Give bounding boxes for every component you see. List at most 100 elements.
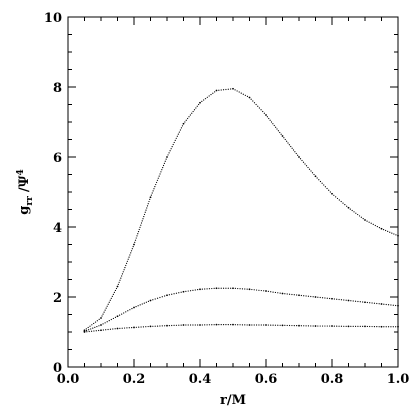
data-dot <box>338 325 340 327</box>
data-dot <box>180 324 182 326</box>
data-dot <box>189 290 192 292</box>
data-dot <box>284 138 286 141</box>
data-dot <box>191 112 193 114</box>
data-dot <box>145 209 147 211</box>
data-dot <box>104 309 106 311</box>
data-dot <box>152 190 154 192</box>
data-dot <box>93 330 95 332</box>
data-dot <box>123 312 125 314</box>
data-dot <box>140 222 143 224</box>
data-dot <box>164 295 166 297</box>
x-tick-label: 0.8 <box>321 372 344 387</box>
data-dot <box>139 226 141 228</box>
data-dot <box>270 121 273 123</box>
data-dot <box>244 288 246 290</box>
data-dot <box>241 324 244 326</box>
data-dot <box>98 325 100 327</box>
data-point <box>397 304 399 307</box>
data-dot <box>204 98 207 100</box>
data-dot <box>130 250 133 252</box>
data-dot <box>150 194 152 196</box>
data-dot <box>175 292 178 294</box>
data-dot <box>167 154 169 156</box>
data-point <box>364 325 366 328</box>
data-dot <box>310 170 312 172</box>
data-dot <box>234 324 236 326</box>
data-dot <box>152 299 154 301</box>
data-dot <box>277 130 279 132</box>
data-dot <box>336 298 338 300</box>
data-dot <box>280 133 282 135</box>
data-dot <box>258 107 260 109</box>
data-dot <box>293 325 295 327</box>
data-dot <box>196 105 198 107</box>
data-dot <box>197 289 199 291</box>
data-dot <box>359 301 361 303</box>
y-tick-label: 2 <box>53 291 62 306</box>
data-dot <box>162 166 164 169</box>
data-dot <box>222 324 225 326</box>
data-dot <box>109 328 112 330</box>
data-dot <box>351 209 353 212</box>
data-dot <box>350 300 352 302</box>
y-axis-title-sub: rr <box>25 196 35 206</box>
data-dot <box>144 211 146 213</box>
data-dot <box>267 290 269 292</box>
data-dot <box>156 297 159 299</box>
data-dot <box>370 222 372 224</box>
data-dot <box>213 287 215 289</box>
data-point <box>199 324 201 326</box>
data-dot <box>352 325 354 327</box>
data-dot <box>301 159 303 162</box>
data-dot <box>208 288 211 290</box>
data-dot <box>163 162 165 164</box>
data-dot <box>218 324 220 326</box>
data-dot <box>362 301 364 303</box>
data-dot <box>385 326 387 328</box>
data-dot <box>266 116 268 118</box>
data-point <box>166 156 168 158</box>
data-dot <box>177 133 179 135</box>
data-point <box>248 324 251 326</box>
data-dot <box>251 288 253 291</box>
data-dot <box>145 301 147 303</box>
data-dot <box>335 196 337 198</box>
data-dot <box>103 311 105 313</box>
data-dot <box>393 233 395 235</box>
data-point <box>347 299 350 302</box>
data-dot <box>230 88 232 90</box>
data-dot <box>383 326 385 328</box>
data-dot <box>220 89 222 91</box>
data-dot <box>107 303 109 305</box>
data-dot <box>210 93 212 96</box>
data-dot <box>324 186 326 188</box>
data-point <box>182 290 185 293</box>
data-dot <box>136 235 138 237</box>
data-dot <box>263 112 265 114</box>
data-dot <box>345 325 347 327</box>
data-dot <box>173 293 175 295</box>
data-dot <box>204 288 206 290</box>
data-dot <box>189 324 192 326</box>
data-dot <box>303 325 305 327</box>
data-dot <box>181 125 184 127</box>
data-dot <box>108 320 110 322</box>
data-dot <box>171 146 173 148</box>
data-dot <box>234 287 236 289</box>
data-dot <box>120 277 122 279</box>
data-dot <box>113 291 116 294</box>
data-dot <box>354 300 357 302</box>
data-point <box>199 101 201 104</box>
data-point <box>265 290 267 292</box>
data-dot <box>131 327 133 329</box>
data-dot <box>385 229 387 232</box>
data-dot <box>371 325 373 328</box>
x-tick-label: 0.6 <box>255 372 278 387</box>
data-dot <box>178 324 180 326</box>
data-dot <box>273 124 275 127</box>
data-dot <box>267 324 269 326</box>
data-dot <box>111 295 113 297</box>
data-dot <box>214 91 216 93</box>
data-point <box>397 234 399 237</box>
data-dot <box>142 218 144 220</box>
